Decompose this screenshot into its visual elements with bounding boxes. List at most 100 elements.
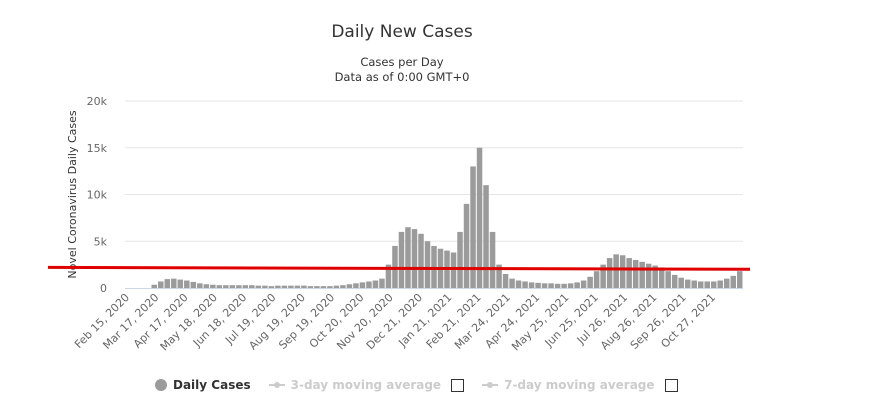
reference-line bbox=[47, 265, 751, 271]
bar bbox=[665, 271, 671, 288]
legend-item-7-day-average[interactable]: 7-day moving average bbox=[482, 378, 678, 392]
bar bbox=[320, 286, 327, 288]
bar bbox=[307, 286, 314, 288]
bar bbox=[697, 281, 704, 288]
bar bbox=[353, 283, 359, 288]
bar bbox=[340, 285, 346, 288]
bar bbox=[158, 281, 164, 288]
bar bbox=[463, 203, 470, 288]
bar bbox=[151, 284, 158, 288]
chart-subtitle-date: Data as of 0:00 GMT+0 bbox=[334, 70, 470, 84]
bar bbox=[645, 263, 652, 288]
bar bbox=[704, 281, 710, 288]
bar bbox=[561, 283, 567, 288]
bar bbox=[632, 259, 639, 288]
bar bbox=[294, 285, 301, 288]
y-tick-label: 5k bbox=[94, 235, 108, 248]
bar bbox=[476, 147, 483, 288]
bar bbox=[405, 227, 411, 288]
bar bbox=[255, 285, 262, 288]
bar bbox=[567, 283, 574, 288]
bar bbox=[450, 252, 457, 288]
bar bbox=[203, 284, 210, 288]
bar bbox=[301, 285, 307, 288]
bar bbox=[574, 282, 580, 288]
bar bbox=[515, 280, 522, 288]
bar bbox=[691, 280, 697, 288]
bar bbox=[587, 276, 593, 288]
chart-title: Daily New Cases bbox=[331, 22, 473, 42]
bar bbox=[288, 285, 294, 288]
bar bbox=[275, 285, 281, 288]
bar bbox=[372, 280, 379, 288]
bar bbox=[600, 264, 606, 288]
bar bbox=[164, 279, 171, 288]
legend-label: Daily Cases bbox=[173, 378, 251, 392]
bar bbox=[483, 185, 489, 288]
bar bbox=[652, 265, 658, 288]
checkbox-3-day-average[interactable] bbox=[451, 378, 465, 392]
bar bbox=[509, 278, 515, 288]
bar bbox=[606, 258, 613, 288]
y-tick-label: 15k bbox=[87, 142, 108, 155]
bar bbox=[333, 285, 340, 288]
checkbox-7-day-average[interactable] bbox=[664, 378, 678, 392]
legend-label: 3-day moving average bbox=[290, 378, 442, 392]
bar bbox=[457, 231, 463, 288]
bar bbox=[379, 278, 385, 288]
bar bbox=[730, 275, 736, 288]
bar bbox=[411, 229, 418, 288]
bar bbox=[171, 278, 177, 288]
bar bbox=[528, 282, 535, 288]
bar bbox=[327, 286, 333, 288]
bar bbox=[554, 283, 561, 288]
bar bbox=[671, 274, 678, 288]
bar bbox=[216, 285, 223, 288]
y-tick-label: 20k bbox=[87, 95, 108, 108]
line-marker-icon bbox=[268, 379, 285, 391]
bar bbox=[210, 284, 216, 288]
chart-legend: Daily Cases 3-day moving average 7-day m… bbox=[155, 377, 696, 393]
bar bbox=[242, 285, 249, 288]
bar bbox=[619, 255, 626, 288]
bar bbox=[385, 264, 392, 288]
bar bbox=[593, 271, 600, 288]
bar bbox=[710, 281, 717, 288]
bar bbox=[236, 285, 242, 288]
bar bbox=[548, 283, 554, 288]
bar bbox=[229, 285, 236, 288]
bar bbox=[535, 282, 541, 288]
bar bbox=[197, 283, 203, 288]
line-marker-icon bbox=[482, 379, 499, 391]
legend-item-3-day-average[interactable]: 3-day moving average bbox=[268, 378, 465, 392]
bar bbox=[496, 264, 502, 288]
bar bbox=[613, 254, 619, 288]
bar bbox=[359, 282, 366, 288]
bar bbox=[470, 166, 476, 288]
bar bbox=[489, 231, 496, 288]
bar bbox=[658, 267, 665, 288]
bar bbox=[522, 281, 528, 288]
bar bbox=[398, 231, 405, 288]
bar bbox=[268, 286, 275, 288]
circle-marker-icon bbox=[155, 379, 167, 391]
bar bbox=[184, 280, 190, 288]
bar bbox=[190, 281, 197, 288]
legend-item-daily-cases[interactable]: Daily Cases bbox=[155, 378, 251, 392]
bar bbox=[262, 285, 268, 288]
bar bbox=[684, 279, 691, 288]
y-axis-label: Novel Coronavirus Daily Cases bbox=[66, 110, 79, 278]
bar bbox=[314, 286, 320, 288]
bar bbox=[424, 241, 431, 288]
bar bbox=[736, 271, 743, 288]
bar bbox=[223, 285, 229, 288]
bar bbox=[249, 285, 255, 288]
chart-subtitle: Cases per Day bbox=[360, 55, 444, 69]
bar bbox=[366, 281, 372, 288]
bar bbox=[678, 277, 684, 288]
legend-label: 7-day moving average bbox=[504, 378, 655, 392]
bar bbox=[580, 280, 587, 288]
bar bbox=[177, 279, 184, 288]
bar bbox=[723, 278, 730, 288]
